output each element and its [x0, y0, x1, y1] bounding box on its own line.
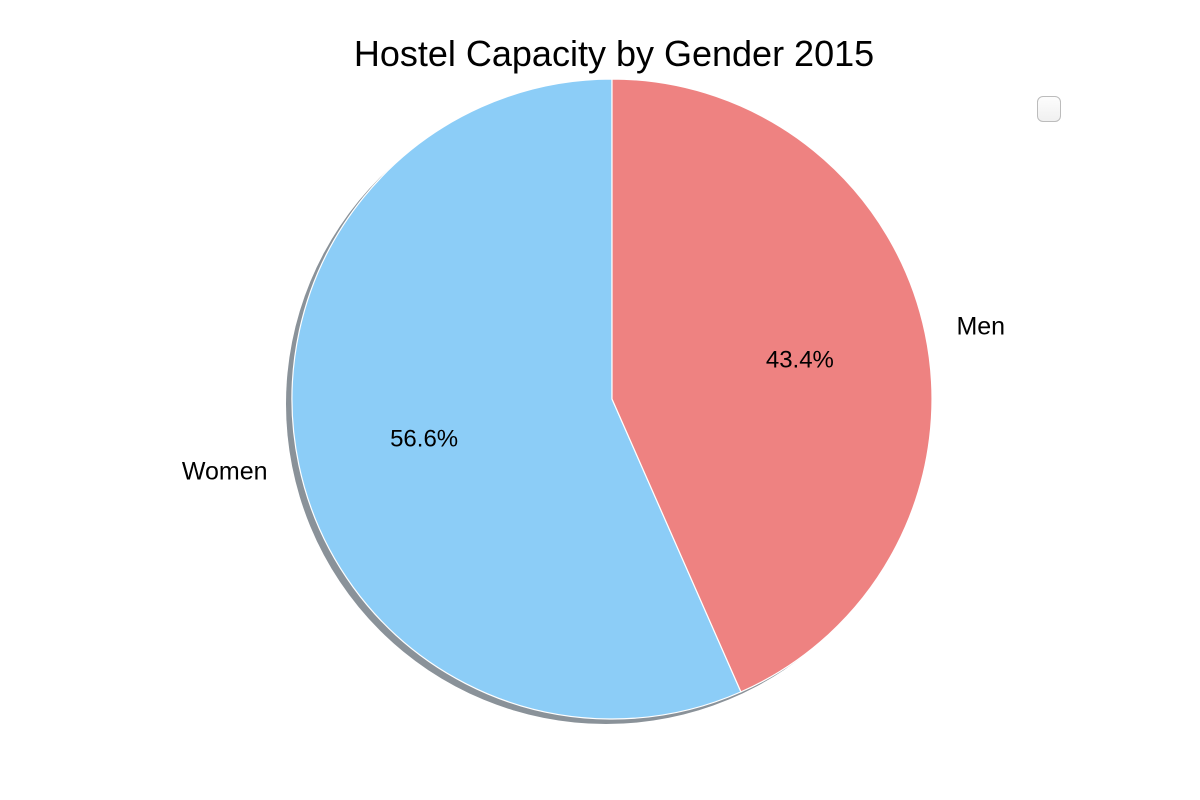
slice-label-men: Men — [956, 313, 1005, 341]
pie-slice-women — [291, 78, 742, 720]
slice-label-women: Women — [182, 457, 268, 485]
slice-percent-women: 56.6% — [390, 426, 458, 453]
pie-slices — [291, 78, 933, 720]
chart-title: Hostel Capacity by Gender 2015 — [354, 33, 874, 74]
pie-labels: Women 56.6% Men 43.4% — [182, 313, 1005, 486]
pie-slice-men — [611, 78, 933, 693]
slice-percent-men: 43.4% — [766, 346, 834, 373]
legend-box[interactable] — [1037, 96, 1061, 122]
